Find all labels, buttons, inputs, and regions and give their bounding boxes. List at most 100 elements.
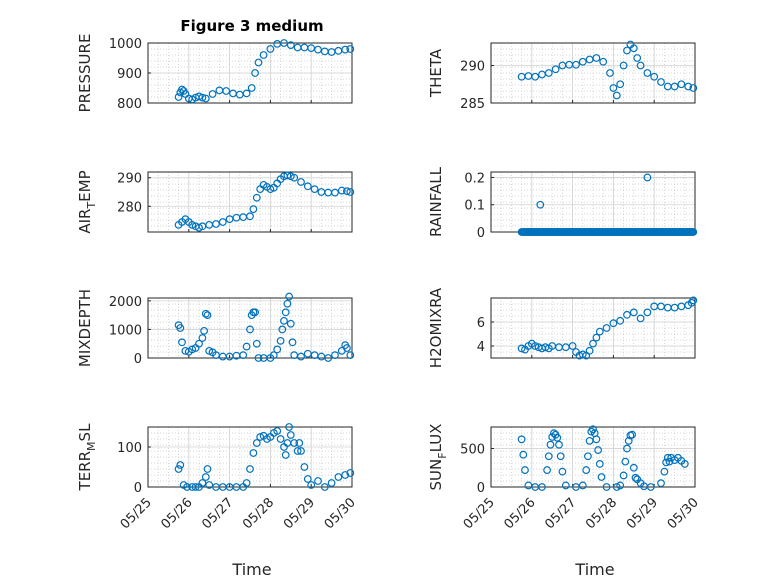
data-point — [280, 316, 288, 325]
axes-box — [147, 297, 353, 359]
data-point — [536, 200, 545, 209]
data-point — [660, 467, 669, 476]
data-point — [599, 57, 608, 66]
y-tick-label: 500 — [460, 443, 485, 458]
x-tick-label: 05/26 — [159, 495, 196, 532]
subplot-1: 800 900 1000 PRESSURE — [76, 34, 355, 113]
data-point — [290, 173, 299, 182]
data-point — [346, 351, 355, 360]
subplot-2: 285 290 THETA — [427, 40, 698, 112]
data-point — [624, 436, 633, 445]
data-point — [242, 342, 251, 351]
data-point — [646, 483, 655, 491]
data-point — [616, 80, 625, 89]
data-point — [286, 319, 295, 328]
data-point — [517, 435, 526, 444]
data-point — [568, 342, 577, 350]
data-point — [176, 324, 185, 332]
data-point — [203, 465, 212, 473]
data-point — [251, 308, 260, 317]
y-axis-label: MIXDEPTH — [76, 289, 94, 367]
data-point — [283, 299, 292, 308]
data-point — [246, 465, 254, 473]
x-axis-label-right: Time — [574, 560, 614, 579]
data-point — [256, 433, 265, 441]
y-tick-label: 1000 — [109, 37, 142, 52]
data-point — [288, 338, 297, 347]
data-point — [276, 435, 285, 443]
data-point — [195, 92, 203, 101]
data-point — [517, 344, 526, 353]
subplot-8: 0 500 05/25 05/26 05/27 05/28 05/29 05/30 SUNFLU… — [427, 424, 702, 533]
data-point — [307, 481, 316, 489]
data-point — [212, 220, 220, 228]
data-point — [297, 447, 305, 455]
data-point — [621, 457, 630, 466]
data-point — [616, 481, 625, 490]
data-point — [251, 69, 260, 77]
data-point — [286, 41, 295, 49]
data-point — [578, 57, 587, 66]
data-point — [178, 338, 186, 347]
data-point — [602, 483, 611, 491]
data-point — [606, 69, 614, 77]
data-point — [334, 473, 343, 481]
data-point — [269, 351, 278, 360]
axes-box — [490, 297, 696, 359]
data-point — [314, 477, 322, 485]
data-point — [254, 58, 263, 67]
data-point — [631, 473, 640, 482]
data-point — [300, 463, 309, 471]
x-axis-label-left: Time — [231, 560, 271, 579]
data-point — [346, 469, 355, 477]
x-tick-label: 05/29 — [281, 495, 318, 532]
data-point — [616, 316, 625, 325]
data-point — [595, 460, 604, 468]
data-point — [609, 319, 618, 328]
data-point — [582, 466, 591, 474]
data-point — [636, 61, 645, 70]
y-tick-label: 0 — [477, 226, 485, 241]
data-point — [623, 310, 631, 319]
data-point — [341, 45, 350, 54]
data-point — [198, 93, 207, 102]
data-point — [198, 479, 207, 487]
data-point — [657, 78, 665, 86]
x-tick-label: 05/30 — [665, 495, 702, 532]
data-point — [247, 84, 256, 92]
data-point — [246, 212, 254, 221]
data-point — [531, 72, 540, 81]
figure-title: Figure 3 medium — [180, 17, 323, 35]
data-point — [663, 453, 672, 462]
data-point — [203, 311, 212, 320]
minor-grid — [490, 171, 696, 233]
data-point — [183, 483, 192, 491]
x-tick-label: 05/27 — [542, 495, 579, 532]
data-point — [191, 483, 200, 491]
data-point — [281, 451, 290, 459]
data-point — [331, 188, 339, 197]
data-point — [200, 326, 209, 335]
y-tick-label: 290 — [460, 60, 485, 75]
data-point — [519, 450, 528, 459]
data-point — [643, 173, 652, 182]
data-point — [280, 39, 288, 47]
y-axis-label: PRESSURE — [76, 34, 94, 113]
data-point — [273, 345, 282, 354]
data-point — [346, 188, 355, 196]
data-point — [584, 452, 592, 461]
data-point — [303, 182, 312, 191]
data-point — [320, 483, 329, 491]
data-point — [629, 463, 638, 472]
y-axis-label: THETA — [427, 48, 445, 98]
data-point — [628, 430, 636, 439]
data-point — [337, 186, 346, 195]
subplot-5: 0 1000 2000 MIXDEPTH — [76, 289, 355, 367]
data-point — [254, 354, 263, 362]
axes-box — [490, 42, 696, 104]
data-point — [556, 452, 565, 461]
axes-box — [490, 426, 696, 488]
data-point — [609, 84, 618, 92]
x-tick-label: 05/25 — [118, 495, 155, 532]
data-point — [650, 72, 659, 81]
